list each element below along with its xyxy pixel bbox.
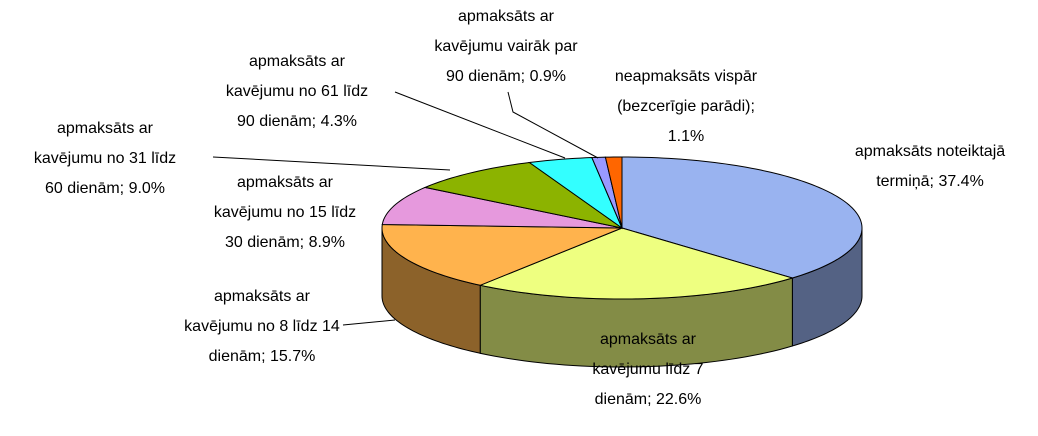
- slice-label: apmaksāts ar kavējumu no 8 līdz 14 dienā…: [181, 282, 343, 372]
- slice-label: neapmaksāts vispār (bezcerīgie parādi)1.…: [610, 62, 762, 152]
- value-label: 15.7%: [261, 348, 315, 365]
- slice-label: apmaksāts ar kavējumu no 15 līdz 30 dien…: [209, 168, 361, 258]
- slice-label: apmaksāts noteiktajā termiņā37.4%: [845, 137, 1015, 197]
- category-label: apmaksāts ar kavējumu līdz 7 dienām: [592, 331, 704, 408]
- slice: [381, 224, 623, 286]
- value-label: 4.3%: [312, 113, 357, 130]
- category-label: apmaksāts ar kavējumu no 15 līdz 30 dien…: [213, 174, 357, 251]
- slice-label: apmaksāts ar kavējumu no 61 līdz 90 dien…: [221, 47, 373, 137]
- slice: [423, 161, 623, 229]
- slice: [604, 156, 623, 229]
- slice-label: apmaksāts ar kavējumu vairāk par 90 dien…: [430, 2, 582, 92]
- slice-label: apmaksāts ar kavējumu no 31 līdz 60 dien…: [29, 114, 181, 204]
- value-label: 37.4%: [930, 173, 984, 190]
- category-label: apmaksāts ar kavējumu no 8 līdz 14 dienā…: [184, 288, 340, 365]
- slice: [478, 227, 795, 300]
- category-label: apmaksāts noteiktajā termiņā: [854, 143, 1006, 190]
- category-label: apmaksāts ar kavējumu no 61 līdz 90 dien…: [225, 53, 369, 130]
- slice: [381, 186, 623, 229]
- leader-line: [212, 156, 451, 171]
- value-label: 8.9%: [300, 234, 345, 251]
- slice: [621, 156, 863, 279]
- leader-line: [507, 91, 599, 159]
- category-label: neapmaksāts vispār (bezcerīgie parādi): [614, 68, 758, 115]
- slice-label: apmaksāts ar kavējumu līdz 7 dienām22.6%: [583, 325, 713, 415]
- value-label: 0.9%: [521, 68, 566, 85]
- leader-line: [394, 91, 566, 159]
- slice: [528, 157, 624, 230]
- category-label: apmaksāts ar kavējumu no 31 līdz 60 dien…: [33, 120, 177, 197]
- value-label: 9.0%: [120, 180, 165, 197]
- value-label: 22.6%: [647, 391, 701, 408]
- category-label: apmaksāts ar kavējumu vairāk par 90 dien…: [434, 8, 578, 85]
- leader-line: [342, 319, 396, 326]
